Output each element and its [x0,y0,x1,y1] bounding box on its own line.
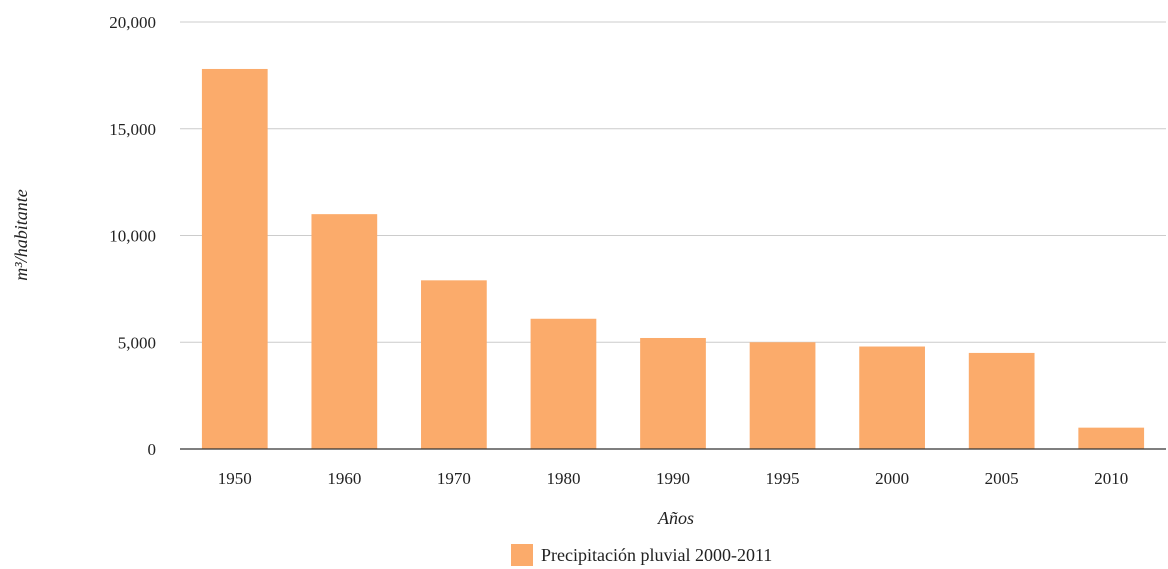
y-axis-title: m³/habitante [11,189,31,280]
legend-label: Precipitación pluvial 2000-2011 [541,545,772,565]
bar-2010 [1078,427,1145,449]
y-tick-label: 5,000 [118,333,156,352]
bar-1990 [640,337,706,449]
bar-1995 [749,342,816,449]
y-tick-label: 15,000 [109,120,156,139]
bar-2000 [859,346,925,449]
y-tick-label: 0 [148,440,157,459]
y-tick-label: 20,000 [109,13,156,32]
y-axis-tick-labels: 0 5,000 10,000 15,000 20,000 [109,13,156,459]
bar-1960 [311,214,378,449]
x-axis-title: Años [657,508,694,528]
y-tick-label: 10,000 [109,227,156,246]
x-axis-tick-labels: 1950 1960 1970 1980 1990 1995 2000 2005 2010 [218,469,1128,488]
x-tick-label: 1970 [437,469,471,488]
x-tick-label: 2005 [985,469,1019,488]
legend: Precipitación pluvial 2000-2011 [511,544,772,566]
x-tick-label: 1995 [766,469,800,488]
legend-swatch [511,544,533,566]
x-tick-label: 1950 [218,469,252,488]
bar-2005 [968,352,1035,449]
bars [201,68,1145,449]
x-tick-label: 1960 [327,469,361,488]
x-tick-label: 2010 [1094,469,1128,488]
bar-1950 [201,68,268,449]
bar-1970 [421,280,487,449]
x-tick-label: 2000 [875,469,909,488]
bar-1980 [530,318,597,449]
x-tick-label: 1990 [656,469,690,488]
x-tick-label: 1980 [546,469,580,488]
